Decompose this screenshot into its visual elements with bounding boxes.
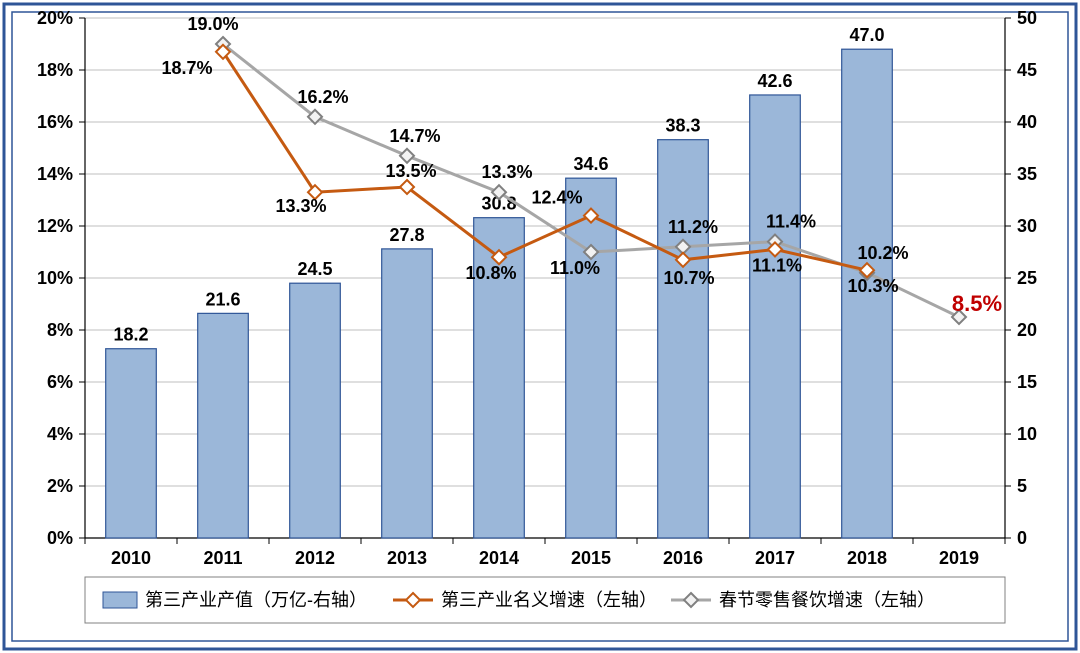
x-axis-tick: 2015 <box>571 548 611 568</box>
x-axis-tick: 2012 <box>295 548 335 568</box>
gray-series-label: 11.2% <box>668 217 718 237</box>
legend-label: 春节零售餐饮增速（左轴） <box>719 590 935 610</box>
x-axis-tick: 2013 <box>387 548 427 568</box>
orange-series-label: 12.4% <box>531 188 582 208</box>
bar-label: 38.3 <box>665 116 700 136</box>
right-axis-tick: 50 <box>1017 8 1037 28</box>
gray-series-label: 10.2% <box>857 243 908 263</box>
left-axis-tick: 10% <box>37 268 73 288</box>
x-axis-tick: 2010 <box>111 548 151 568</box>
x-axis-tick: 2016 <box>663 548 703 568</box>
legend-swatch-bar <box>103 592 137 608</box>
bar-label: 18.2 <box>113 325 148 345</box>
right-axis-tick: 40 <box>1017 112 1037 132</box>
left-axis-tick: 12% <box>37 216 73 236</box>
bar-label: 47.0 <box>849 25 884 45</box>
bar <box>566 178 617 538</box>
gray-series-label: 13.3% <box>481 162 532 182</box>
left-axis-tick: 16% <box>37 112 73 132</box>
bar-label: 27.8 <box>389 225 424 245</box>
left-axis-tick: 14% <box>37 164 73 184</box>
x-axis-tick: 2017 <box>755 548 795 568</box>
left-axis-tick: 0% <box>47 528 73 548</box>
right-axis-tick: 45 <box>1017 60 1037 80</box>
chart-svg: 0% 2% 4% 6% 8% 10% 12% 14% 16% 18% 20% 0 5 10 15 20 25 30… <box>0 0 1080 653</box>
orange-series-label: 13.3% <box>275 196 326 216</box>
bar <box>106 349 157 538</box>
gray-series-label: 16.2% <box>297 87 348 107</box>
orange-series-label: 13.5% <box>385 161 436 181</box>
left-axis-tick: 8% <box>47 320 73 340</box>
orange-series-label: 18.7% <box>161 58 212 78</box>
x-axis-tick: 2014 <box>479 548 519 568</box>
right-axis-tick: 20 <box>1017 320 1037 340</box>
bar <box>750 95 801 538</box>
legend-label: 第三产业名义增速（左轴） <box>441 590 657 610</box>
left-axis-tick: 18% <box>37 60 73 80</box>
bar-label: 21.6 <box>205 289 240 309</box>
right-axis-tick: 35 <box>1017 164 1037 184</box>
gray-series-label: 8.5% <box>952 291 1002 316</box>
legend-label: 第三产业产值（万亿-右轴） <box>145 590 367 610</box>
bar <box>290 283 341 538</box>
x-axis-tick: 2011 <box>203 548 242 568</box>
x-axis-tick: 2019 <box>939 548 979 568</box>
gray-series-label: 11.0% <box>550 258 600 278</box>
bar <box>382 249 433 538</box>
bar-label: 24.5 <box>297 259 332 279</box>
right-axis-tick: 30 <box>1017 216 1037 236</box>
gray-series-label: 19.0% <box>187 14 238 34</box>
right-axis-tick: 15 <box>1017 372 1037 392</box>
bar <box>198 313 249 538</box>
chart-frame: 0% 2% 4% 6% 8% 10% 12% 14% 16% 18% 20% 0 5 10 15 20 25 30… <box>0 0 1080 653</box>
bar-label: 42.6 <box>757 71 792 91</box>
right-axis-tick: 0 <box>1017 528 1027 548</box>
left-axis-tick: 2% <box>47 476 73 496</box>
gray-series-label: 11.4% <box>766 212 816 232</box>
right-axis-tick: 25 <box>1017 268 1037 288</box>
gray-series-label: 14.7% <box>389 126 440 146</box>
left-axis-tick: 4% <box>47 424 73 444</box>
right-axis-tick: 5 <box>1017 476 1027 496</box>
orange-series-label: 11.1% <box>752 255 802 275</box>
orange-series-label: 10.8% <box>465 263 516 283</box>
bar-label: 34.6 <box>573 154 608 174</box>
bar <box>658 140 709 538</box>
left-axis-tick: 6% <box>47 372 73 392</box>
orange-series-label: 10.7% <box>663 268 714 288</box>
orange-series-label: 10.3% <box>847 276 898 296</box>
left-axis-tick: 20% <box>37 8 73 28</box>
right-axis-tick: 10 <box>1017 424 1037 444</box>
x-axis-tick: 2018 <box>847 548 887 568</box>
